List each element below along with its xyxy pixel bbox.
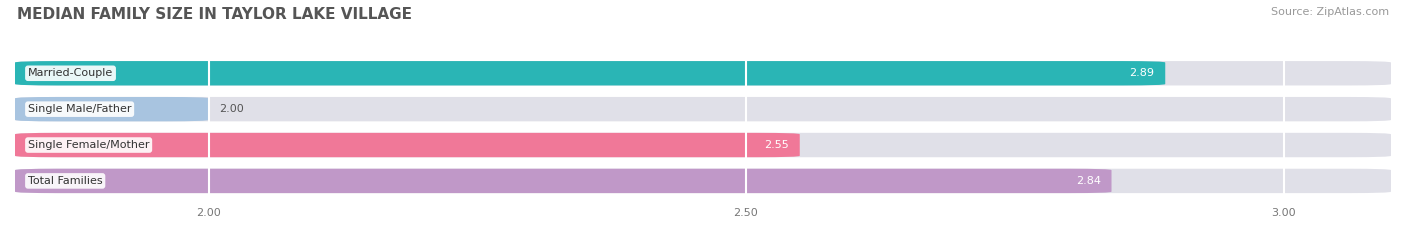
Text: Married-Couple: Married-Couple [28,68,112,78]
FancyBboxPatch shape [15,61,1166,86]
Text: 2.89: 2.89 [1129,68,1154,78]
FancyBboxPatch shape [15,169,1391,193]
FancyBboxPatch shape [15,61,1391,86]
FancyBboxPatch shape [15,133,800,157]
FancyBboxPatch shape [15,169,1112,193]
Text: 2.55: 2.55 [765,140,789,150]
Text: Total Families: Total Families [28,176,103,186]
FancyBboxPatch shape [15,133,1391,157]
Text: MEDIAN FAMILY SIZE IN TAYLOR LAKE VILLAGE: MEDIAN FAMILY SIZE IN TAYLOR LAKE VILLAG… [17,7,412,22]
Text: Single Female/Mother: Single Female/Mother [28,140,149,150]
Text: 2.00: 2.00 [219,104,245,114]
Text: Single Male/Father: Single Male/Father [28,104,131,114]
Text: Source: ZipAtlas.com: Source: ZipAtlas.com [1271,7,1389,17]
FancyBboxPatch shape [15,97,1391,121]
FancyBboxPatch shape [15,97,208,121]
Text: 2.84: 2.84 [1076,176,1101,186]
